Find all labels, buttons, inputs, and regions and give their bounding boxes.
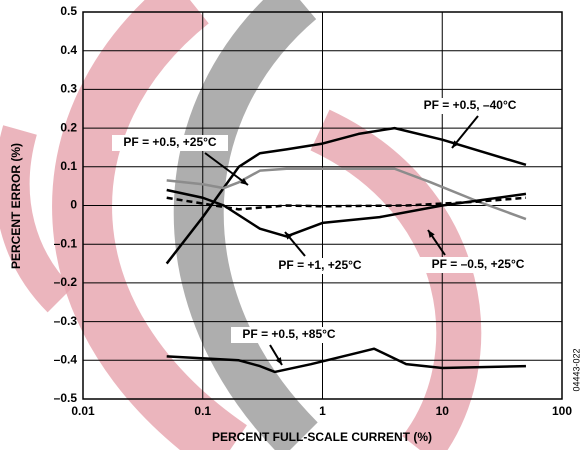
label-background [412, 98, 528, 114]
arrow-head [275, 357, 282, 365]
data-line [165, 126, 527, 265]
annotation-arrow [204, 152, 249, 186]
series-label: PF = +0.5, +25°C [123, 135, 217, 149]
series-label: PF = +1, +25°C [278, 258, 362, 272]
y-tick-label: 0.1 [60, 159, 77, 173]
watermark [0, 0, 482, 450]
data-line [166, 167, 527, 221]
arrow-head [240, 178, 248, 185]
x-tick-label: 100 [552, 404, 572, 418]
y-tick-label: –0.3 [54, 314, 78, 328]
y-tick-label: –0.4 [54, 352, 78, 366]
y-tick-label: –0.1 [54, 236, 78, 250]
series-label: PF = +0.5, –40°C [424, 98, 517, 112]
label-background [262, 258, 378, 274]
arrow-head [428, 230, 435, 238]
y-tick-label: 0.3 [60, 82, 77, 96]
series-label: PF = –0.5, +25°C [432, 257, 525, 271]
y-axis-label: PERCENT ERROR (%) [9, 143, 23, 269]
watermark-arc [173, 0, 318, 450]
x-tick-label: 10 [436, 404, 450, 418]
plot-frame [82, 11, 563, 400]
y-tick-label: 0.2 [60, 120, 77, 134]
arrow-head [285, 232, 293, 240]
y-tick-label: –0.5 [54, 391, 78, 405]
series-label: PF = +0.5, +85°C [242, 327, 336, 341]
arrow-head [452, 140, 460, 148]
y-tick-label: –0.2 [54, 275, 78, 289]
y-tick-label: 0.4 [60, 43, 77, 57]
data-line [166, 347, 526, 374]
y-tick-label: 0 [70, 198, 77, 212]
figure-code: 04443-022 [571, 348, 581, 391]
watermark-arc [0, 125, 73, 313]
x-tick-label: 0.01 [71, 404, 95, 418]
y-tick-label: 0.5 [60, 4, 77, 18]
data-line [166, 196, 527, 211]
x-axis-label: PERCENT FULL-SCALE CURRENT (%) [212, 430, 432, 444]
label-background [231, 327, 347, 343]
label-background [420, 257, 536, 273]
x-tick-label: 1 [319, 404, 326, 418]
x-tick-label: 0.1 [194, 404, 211, 418]
label-background [112, 135, 228, 151]
watermark-arc [310, 109, 482, 450]
